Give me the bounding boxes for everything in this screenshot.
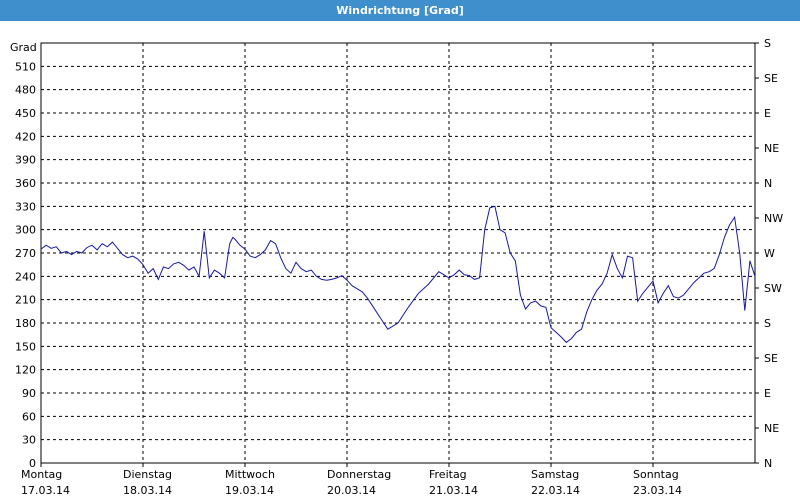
x-tick-date: 21.03.14 <box>429 484 478 497</box>
x-tick-day: Samstag <box>531 468 579 481</box>
y-tick-label: 450 <box>15 107 36 120</box>
x-tick-day: Sonntag <box>633 468 679 481</box>
y-tick-label: 480 <box>15 84 36 97</box>
x-tick-date: 22.03.14 <box>531 484 580 497</box>
grid <box>41 43 755 463</box>
right-tick-label: NE <box>764 422 779 435</box>
x-tick-day: Montag <box>21 468 62 481</box>
right-tick-label: N <box>764 457 772 470</box>
right-tick-label: NW <box>764 212 783 225</box>
x-tick-day: Donnerstag <box>327 468 391 481</box>
chart-area: 0 30 60 90 120 150 180 210 240 270 300 330 360 390 420… <box>10 37 783 497</box>
y-tick-label: 60 <box>22 410 36 423</box>
right-tick-label: S <box>764 37 771 50</box>
right-tick-label: S <box>764 317 771 330</box>
x-tick-date: 19.03.14 <box>225 484 274 497</box>
y-tick-label: 120 <box>15 364 36 377</box>
right-tick-label: E <box>764 107 771 120</box>
y-tick-label: 300 <box>15 224 36 237</box>
right-tick-label: E <box>764 387 771 400</box>
right-axis: N NE E SE S SW W NW N NE E SE S <box>755 37 783 470</box>
chart-title: Windrichtung [Grad] <box>0 0 800 21</box>
y-tick-label: 240 <box>15 270 36 283</box>
y-tick-label: 150 <box>15 340 36 353</box>
x-tick-date: 18.03.14 <box>123 484 172 497</box>
x-tick-day: Dienstag <box>123 468 172 481</box>
y-tick-label: 420 <box>15 130 36 143</box>
right-tick-label: NE <box>764 142 779 155</box>
y-tick-label: 90 <box>22 387 36 400</box>
y-tick-label: 390 <box>15 154 36 167</box>
x-tick-day: Freitag <box>429 468 467 481</box>
y-tick-label: 180 <box>15 317 36 330</box>
wind-direction-line <box>40 205 756 344</box>
y-tick-label: 360 <box>15 177 36 190</box>
right-tick-label: SE <box>764 352 778 365</box>
y-tick-label: 510 <box>15 60 36 73</box>
y-tick-label: 330 <box>15 200 36 213</box>
y-tick-label: 0 <box>29 457 36 470</box>
right-tick-label: W <box>764 247 775 260</box>
y-tick-label: 30 <box>22 434 36 447</box>
y-axis-label: Grad <box>10 41 37 54</box>
x-tick-date: 23.03.14 <box>633 484 682 497</box>
y-axis: 0 30 60 90 120 150 180 210 240 270 300 330 360 390 420… <box>15 60 36 470</box>
x-tick-date: 20.03.14 <box>327 484 376 497</box>
right-tick-label: SW <box>764 282 782 295</box>
x-tick-day: Mittwoch <box>225 468 275 481</box>
y-tick-label: 270 <box>15 247 36 260</box>
right-tick-label: SE <box>764 72 778 85</box>
x-tick-date: 17.03.14 <box>21 484 70 497</box>
x-axis: Montag 17.03.14 Dienstag 18.03.14 Mittwoch 19… <box>21 463 682 497</box>
right-tick-label: N <box>764 177 772 190</box>
y-tick-label: 210 <box>15 294 36 307</box>
